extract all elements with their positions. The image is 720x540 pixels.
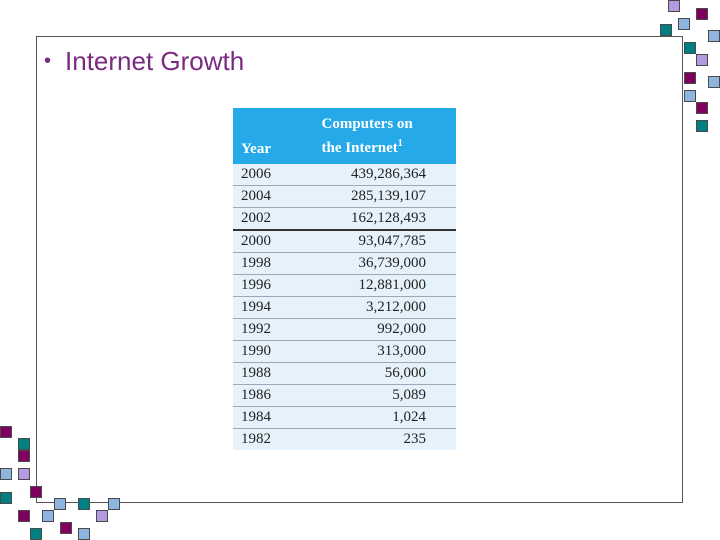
year-cell: 1988	[233, 362, 292, 385]
decor-square	[660, 24, 672, 36]
computers-cell: 3,212,000	[291, 296, 456, 319]
year-cell: 1996	[233, 274, 292, 297]
table-row: 1990 313,000	[233, 340, 456, 363]
year-cell: 2006	[241, 166, 271, 182]
decor-square	[30, 486, 42, 498]
decor-square	[684, 72, 696, 84]
decor-square	[42, 510, 54, 522]
table-row: 2004 285,139,107	[233, 185, 456, 208]
year-cell: 1994	[233, 296, 292, 319]
decor-square	[54, 498, 66, 510]
table-row: 1982 235	[233, 428, 456, 450]
year-cell: 1986	[233, 384, 292, 407]
decor-square	[0, 426, 12, 438]
computers-cell: 5,089	[291, 384, 456, 407]
slide-title: • Internet Growth	[44, 46, 244, 77]
title-text: Internet Growth	[65, 46, 245, 76]
decor-square	[684, 42, 696, 54]
computers-cell: 285,139,107	[291, 185, 456, 208]
year-cell: 1984	[233, 406, 292, 429]
year-cell: 1998	[233, 252, 292, 275]
table-row: 1984 1,024	[233, 406, 456, 429]
decor-square	[18, 468, 30, 480]
table-row: 1996 12,881,000	[233, 274, 456, 297]
computers-header-line2: the Internet	[321, 140, 398, 156]
year-cell: 2002	[233, 207, 292, 230]
computers-cell: 1,024	[291, 406, 456, 429]
computers-cell: 992,000	[291, 318, 456, 341]
computers-cell: 93,047,785	[291, 229, 456, 253]
table-row: 1988 56,000	[233, 362, 456, 385]
computers-cell: 56,000	[291, 362, 456, 385]
computers-cell: 36,739,000	[291, 252, 456, 275]
computers-cell: 235	[291, 428, 456, 450]
decor-square	[696, 8, 708, 20]
year-cell: 2000	[233, 229, 292, 253]
computers-header: Computers on the Internet1	[291, 108, 456, 164]
year-cell: 1990	[233, 340, 292, 363]
computers-cell: 162,128,493	[291, 207, 456, 230]
computers-cell: 313,000	[291, 340, 456, 363]
computers-cell: 439,286,364	[351, 166, 426, 182]
decor-square	[684, 90, 696, 102]
decor-square	[78, 498, 90, 510]
table-row: 2006 439,286,364	[233, 164, 456, 186]
decor-square	[96, 510, 108, 522]
decor-square	[60, 522, 72, 534]
year-cell: 1982	[233, 428, 292, 450]
table-header-row: Year Computers on the Internet1	[233, 108, 456, 164]
decor-square	[108, 498, 120, 510]
table-row: 1986 5,089	[233, 384, 456, 407]
table-row: 2002 162,128,493	[233, 207, 456, 230]
table-row: 1992 992,000	[233, 318, 456, 341]
year-cell: 2004	[233, 185, 292, 208]
decor-square	[0, 468, 12, 480]
decor-square	[696, 120, 708, 132]
decor-square	[30, 528, 42, 540]
table-row: 1998 36,739,000	[233, 252, 456, 275]
decor-square	[696, 102, 708, 114]
table-row: 2000 93,047,785	[233, 229, 456, 253]
decor-square	[18, 438, 30, 450]
computers-header-line1: Computers on	[321, 116, 413, 132]
decor-square	[708, 76, 720, 88]
decor-square	[18, 510, 30, 522]
decor-square	[708, 30, 720, 42]
decor-square	[78, 528, 90, 540]
year-cell: 1992	[233, 318, 292, 341]
internet-growth-table: Year Computers on the Internet1 2006 439,…	[233, 108, 456, 450]
decor-square	[696, 54, 708, 66]
computers-cell: 12,881,000	[291, 274, 456, 297]
decor-square	[678, 18, 690, 30]
year-header: Year	[233, 108, 292, 164]
footnote-marker: 1	[397, 138, 403, 149]
decor-square	[18, 450, 30, 462]
table-row: 1994 3,212,000	[233, 296, 456, 319]
decor-square	[668, 0, 680, 12]
title-bullet: •	[44, 50, 52, 72]
decor-square	[0, 492, 12, 504]
